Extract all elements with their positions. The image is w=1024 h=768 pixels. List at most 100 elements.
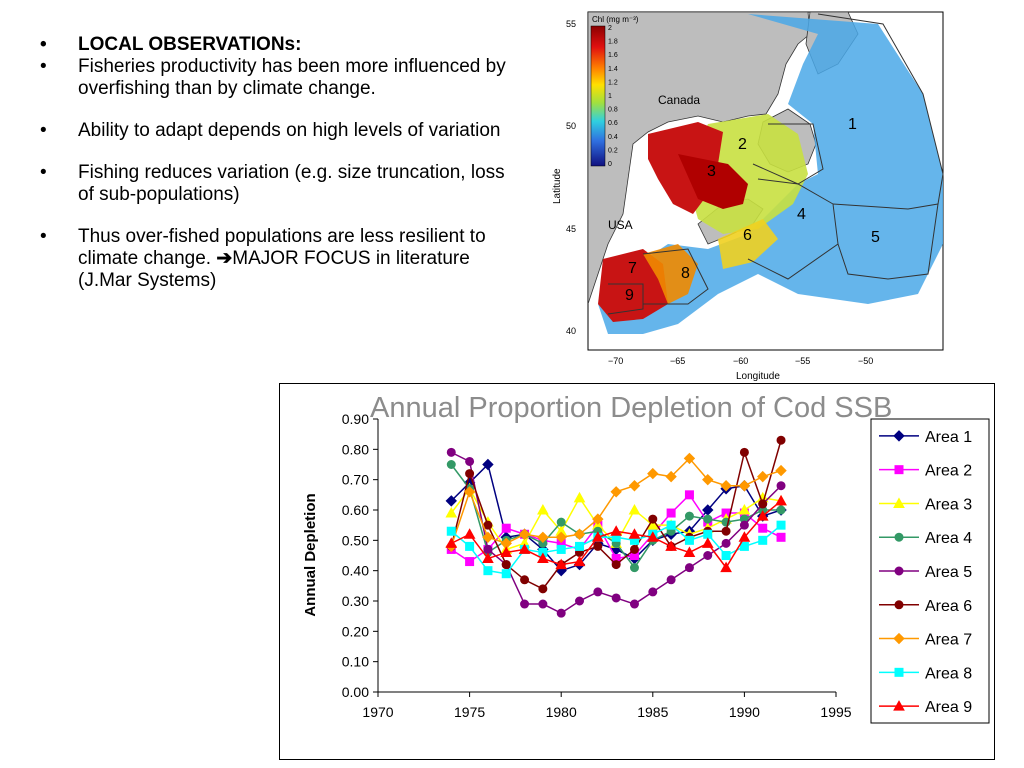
- bullet-resilience: Thus over-fished populations are less re…: [40, 226, 510, 292]
- area-label-4: 4: [797, 206, 806, 223]
- data-point: [758, 523, 768, 533]
- bullet-list: LOCAL OBSERVATIONs: Fisheries productivi…: [40, 34, 510, 292]
- area-label-1: 1: [848, 116, 857, 133]
- bullet-resilience-text: Thus over-fished populations are less re…: [78, 226, 486, 269]
- data-point: [556, 608, 566, 618]
- bullet-heading: LOCAL OBSERVATIONs:: [40, 34, 510, 56]
- data-point: [573, 528, 586, 540]
- data-point: [721, 538, 731, 548]
- data-point: [538, 599, 548, 609]
- series-area-5: [446, 447, 786, 618]
- colorbar: [590, 25, 606, 167]
- data-point: [775, 494, 787, 506]
- data-point: [592, 513, 604, 525]
- data-point: [482, 531, 494, 544]
- colorbar-ticks: 2 1.8 1.6 1.4 1.2 1 0.8 0.6 0.4 0.2 0: [608, 25, 618, 168]
- area-label-5: 5: [871, 229, 880, 246]
- depletion-chart: 0.00 0.10 0.20 0.30 0.40 0.50 0.60 0.70 0.80 0.90…: [302, 411, 990, 724]
- area-boundaries: [607, 13, 944, 315]
- data-point: [610, 486, 622, 498]
- data-point: [666, 575, 676, 585]
- y-tick-label: 0.50: [342, 532, 369, 548]
- svg-text:55: 55: [566, 19, 576, 29]
- svg-text:−60: −60: [733, 356, 748, 366]
- data-point: [465, 456, 475, 466]
- map-ylabel: Latitude: [552, 168, 563, 204]
- data-point: [518, 528, 531, 540]
- legend-item: Area 7: [879, 632, 972, 649]
- y-tick-label: 0.00: [342, 684, 369, 700]
- x-tick-label: 1980: [546, 704, 577, 720]
- series-area-9: [445, 494, 787, 573]
- data-point: [683, 546, 696, 557]
- x-tick-label: 1975: [454, 704, 485, 720]
- data-point: [611, 560, 621, 570]
- data-point: [537, 552, 549, 564]
- data-point: [684, 511, 694, 521]
- data-point: [555, 531, 567, 544]
- data-point: [501, 560, 511, 570]
- data-point: [703, 551, 713, 560]
- area-labels: 1 2 3 4 5 6 7 8 9: [625, 116, 880, 304]
- series-area-7: [445, 452, 787, 553]
- bullet-adapt: Ability to adapt depends on high levels …: [40, 120, 510, 142]
- label-canada: Canada: [658, 93, 700, 107]
- legend-label: Area 4: [925, 530, 972, 547]
- data-point: [721, 526, 731, 536]
- data-point: [684, 535, 694, 545]
- data-point: [500, 546, 513, 557]
- data-point: [611, 593, 621, 603]
- legend-item: Area 9: [879, 699, 972, 716]
- x-tick-label: 1990: [729, 704, 760, 720]
- legend-label: Area 8: [925, 665, 972, 682]
- area-label-7: 7: [628, 260, 637, 277]
- data-point: [501, 569, 511, 579]
- svg-text:−50: −50: [858, 356, 873, 366]
- legend: Area 1 Area 2 Area 3 Area 4 Area 5 Area 6 Area…: [870, 418, 990, 724]
- data-point: [628, 503, 641, 515]
- y-tick-label: 0.10: [342, 654, 369, 670]
- chl-coast-orange: [643, 244, 698, 304]
- data-point: [684, 490, 694, 500]
- data-point: [446, 526, 456, 536]
- data-point: [445, 507, 458, 518]
- y-tick-label: 0.40: [342, 563, 369, 579]
- colorbar-tick: 0.6: [608, 120, 618, 127]
- data-point: [463, 528, 476, 539]
- data-point: [520, 575, 530, 585]
- area-label-3: 3: [707, 163, 716, 180]
- data-point: [537, 531, 549, 544]
- colorbar-tick: 0: [608, 161, 612, 168]
- legend-item: Area 3: [879, 496, 972, 513]
- y-axis-label: Annual Depletion: [302, 493, 319, 616]
- colorbar-tick: 1.4: [608, 66, 618, 73]
- latitude-ticks: 55 50 45 40: [566, 19, 576, 336]
- data-point: [648, 587, 658, 597]
- area-label-2: 2: [738, 136, 747, 153]
- data-point: [591, 531, 604, 542]
- y-tick-label: 0.90: [342, 411, 369, 427]
- legend-item: Area 4: [879, 530, 972, 547]
- area-label-8: 8: [681, 265, 690, 282]
- data-point: [739, 541, 749, 551]
- y-tick-label: 0.30: [342, 593, 369, 609]
- colorbar-tick: 0.8: [608, 107, 618, 114]
- legend-label: Area 3: [925, 496, 972, 513]
- data-point: [720, 480, 732, 492]
- data-point: [703, 529, 713, 539]
- data-point: [446, 447, 456, 457]
- colorbar-tick: 1.6: [608, 52, 618, 59]
- data-point: [483, 566, 493, 576]
- data-point: [775, 464, 787, 477]
- data-point: [703, 514, 713, 524]
- data-point: [721, 551, 731, 560]
- data-point: [575, 596, 585, 606]
- data-point: [465, 469, 475, 479]
- data-point: [776, 481, 786, 491]
- data-point: [739, 520, 749, 530]
- data-point: [647, 467, 659, 480]
- chl-gulf-red-2: [678, 154, 748, 209]
- chlorophyll-map: Chl (mg m⁻³) 2 1.8 1.6 1.4 1.2 1 0.8 0.6 0.4 0.2 0…: [552, 11, 944, 382]
- data-point: [758, 499, 768, 509]
- chart-title: Annual Proportion Depletion of Cod SSB: [370, 392, 893, 424]
